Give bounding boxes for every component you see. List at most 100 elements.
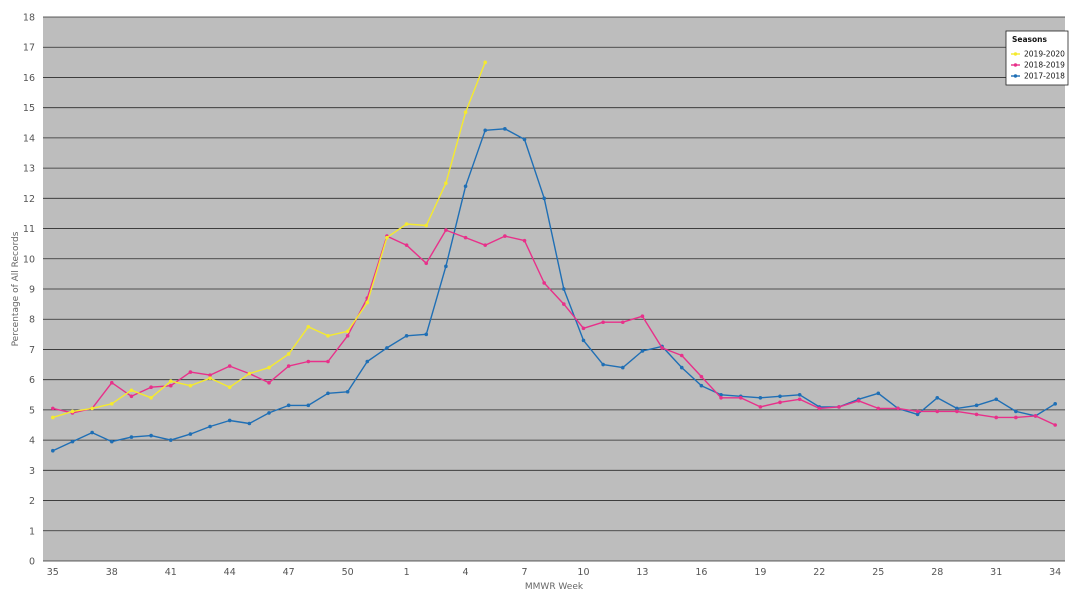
data-point: [679, 365, 684, 370]
data-point: [522, 137, 527, 142]
data-point: [758, 405, 763, 409]
y-tick-label: 5: [29, 405, 35, 416]
data-point: [345, 334, 350, 338]
data-point: [915, 412, 920, 417]
data-point: [188, 370, 193, 374]
data-point: [385, 346, 389, 350]
data-point: [286, 352, 291, 356]
data-point: [267, 380, 271, 385]
data-point: [719, 396, 723, 400]
data-point: [640, 349, 645, 353]
data-point: [444, 228, 448, 232]
x-tick-label: 44: [224, 567, 236, 578]
y-tick-label: 9: [29, 285, 35, 296]
y-tick-label: 13: [23, 164, 35, 175]
data-point: [463, 235, 468, 240]
data-point: [424, 223, 429, 228]
data-point: [542, 281, 546, 285]
legend-items: 2019-2020 2018-2019 2017-2018: [1011, 50, 1065, 81]
legend-item: 2018-2019: [1011, 61, 1065, 70]
x-axis-title: MMWR Week: [525, 582, 584, 592]
y-tick-label: 18: [23, 13, 35, 24]
data-point: [149, 385, 153, 390]
y-tick-label: 14: [23, 133, 35, 144]
data-point: [208, 373, 212, 377]
data-point: [424, 261, 429, 266]
series-line: [52, 229, 1056, 426]
data-point: [581, 326, 586, 331]
gridlines: [43, 16, 1065, 562]
data-point: [247, 421, 252, 426]
data-point: [404, 334, 409, 338]
data-point: [679, 353, 684, 358]
x-tick-label: 25: [872, 567, 884, 578]
x-tick-label: 34: [1049, 567, 1061, 578]
data-point: [1053, 402, 1057, 406]
data-point: [227, 364, 232, 368]
data-point: [208, 424, 212, 429]
y-tick-label: 17: [23, 43, 35, 54]
data-point: [188, 383, 193, 388]
x-tick-label: 16: [695, 567, 707, 578]
x-tick-label: 13: [636, 567, 648, 578]
data-point: [326, 359, 330, 364]
data-point: [463, 184, 468, 189]
data-point: [562, 287, 566, 291]
legend-marker: [1013, 74, 1018, 78]
y-tick-label: 0: [29, 557, 35, 568]
data-point: [109, 402, 114, 406]
data-point: [522, 238, 527, 243]
data-point: [51, 415, 55, 420]
data-point: [738, 396, 743, 400]
x-tick-label: 22: [813, 567, 825, 578]
x-tick-label: 41: [165, 567, 177, 578]
data-point: [935, 396, 940, 400]
x-axis-ticks: 35 38 41 44 47 50 1 4 7 10 13 16 19 22 25 28 31 34: [47, 567, 1061, 578]
legend-item: 2019-2020: [1011, 50, 1065, 59]
legend-marker: [1013, 63, 1018, 67]
y-tick-label: 16: [23, 73, 35, 84]
data-point: [90, 430, 94, 435]
data-point: [896, 406, 900, 411]
data-point: [326, 391, 330, 396]
data-point: [935, 409, 940, 414]
x-tick-label: 10: [577, 567, 589, 578]
data-point: [70, 409, 75, 414]
legend-title: Seasons: [1012, 35, 1048, 44]
data-point: [168, 379, 173, 383]
data-point: [90, 406, 94, 411]
data-point: [267, 411, 271, 415]
x-tick-label: 19: [754, 567, 766, 578]
data-point: [109, 439, 114, 444]
x-tick-label: 47: [283, 567, 295, 578]
data-point: [345, 329, 350, 334]
data-point: [168, 438, 173, 442]
data-point: [463, 110, 468, 114]
data-point: [404, 243, 409, 247]
data-point: [129, 388, 134, 393]
series-2017-2018: [51, 127, 1057, 453]
data-point: [719, 392, 723, 397]
x-tick-label: 7: [521, 567, 527, 578]
x-tick-label: 35: [47, 567, 59, 578]
x-tick-label: 38: [106, 567, 118, 578]
data-point: [778, 394, 782, 399]
data-point: [385, 235, 389, 240]
data-point: [915, 409, 920, 414]
y-tick-label: 11: [23, 224, 35, 235]
data-point: [640, 314, 645, 319]
data-point: [797, 397, 802, 402]
data-point: [994, 415, 999, 420]
data-point: [444, 264, 448, 269]
data-point: [542, 196, 546, 201]
legend-label: 2019-2020: [1024, 50, 1065, 59]
legend-item: 2017-2018: [1011, 72, 1065, 81]
data-point: [227, 385, 232, 390]
data-point: [306, 403, 311, 408]
data-point: [1033, 414, 1038, 418]
data-point: [974, 403, 979, 408]
data-point: [129, 435, 134, 439]
data-point: [286, 364, 291, 368]
